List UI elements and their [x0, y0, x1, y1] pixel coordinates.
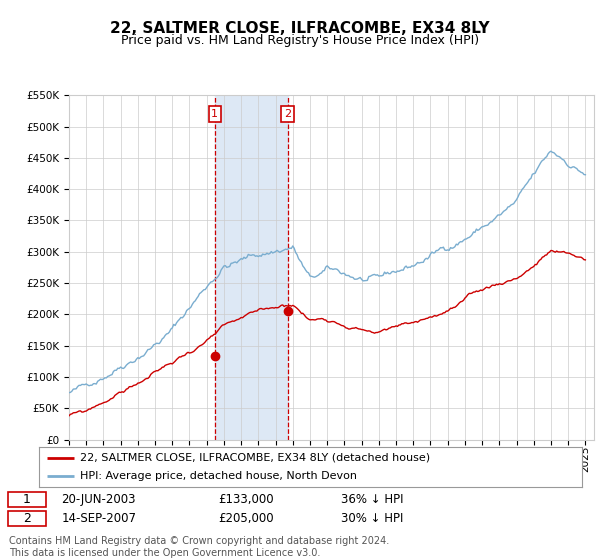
Text: 20-JUN-2003: 20-JUN-2003: [61, 493, 136, 506]
Text: 22, SALTMER CLOSE, ILFRACOMBE, EX34 8LY (detached house): 22, SALTMER CLOSE, ILFRACOMBE, EX34 8LY …: [80, 453, 430, 463]
Text: HPI: Average price, detached house, North Devon: HPI: Average price, detached house, Nort…: [80, 472, 357, 481]
Text: £133,000: £133,000: [218, 493, 274, 506]
Bar: [215, 95, 288, 440]
FancyBboxPatch shape: [8, 511, 46, 526]
Text: £205,000: £205,000: [218, 512, 274, 525]
FancyBboxPatch shape: [8, 492, 46, 507]
Text: Contains HM Land Registry data © Crown copyright and database right 2024.
This d: Contains HM Land Registry data © Crown c…: [9, 536, 389, 558]
Text: 2: 2: [284, 109, 292, 119]
Text: 14-SEP-2007: 14-SEP-2007: [61, 512, 136, 525]
Text: 36% ↓ HPI: 36% ↓ HPI: [341, 493, 403, 506]
Text: 1: 1: [211, 109, 218, 119]
Text: 22, SALTMER CLOSE, ILFRACOMBE, EX34 8LY: 22, SALTMER CLOSE, ILFRACOMBE, EX34 8LY: [110, 21, 490, 36]
Text: 30% ↓ HPI: 30% ↓ HPI: [341, 512, 403, 525]
Text: 2: 2: [23, 512, 31, 525]
Text: Price paid vs. HM Land Registry's House Price Index (HPI): Price paid vs. HM Land Registry's House …: [121, 34, 479, 46]
Text: 1: 1: [23, 493, 31, 506]
